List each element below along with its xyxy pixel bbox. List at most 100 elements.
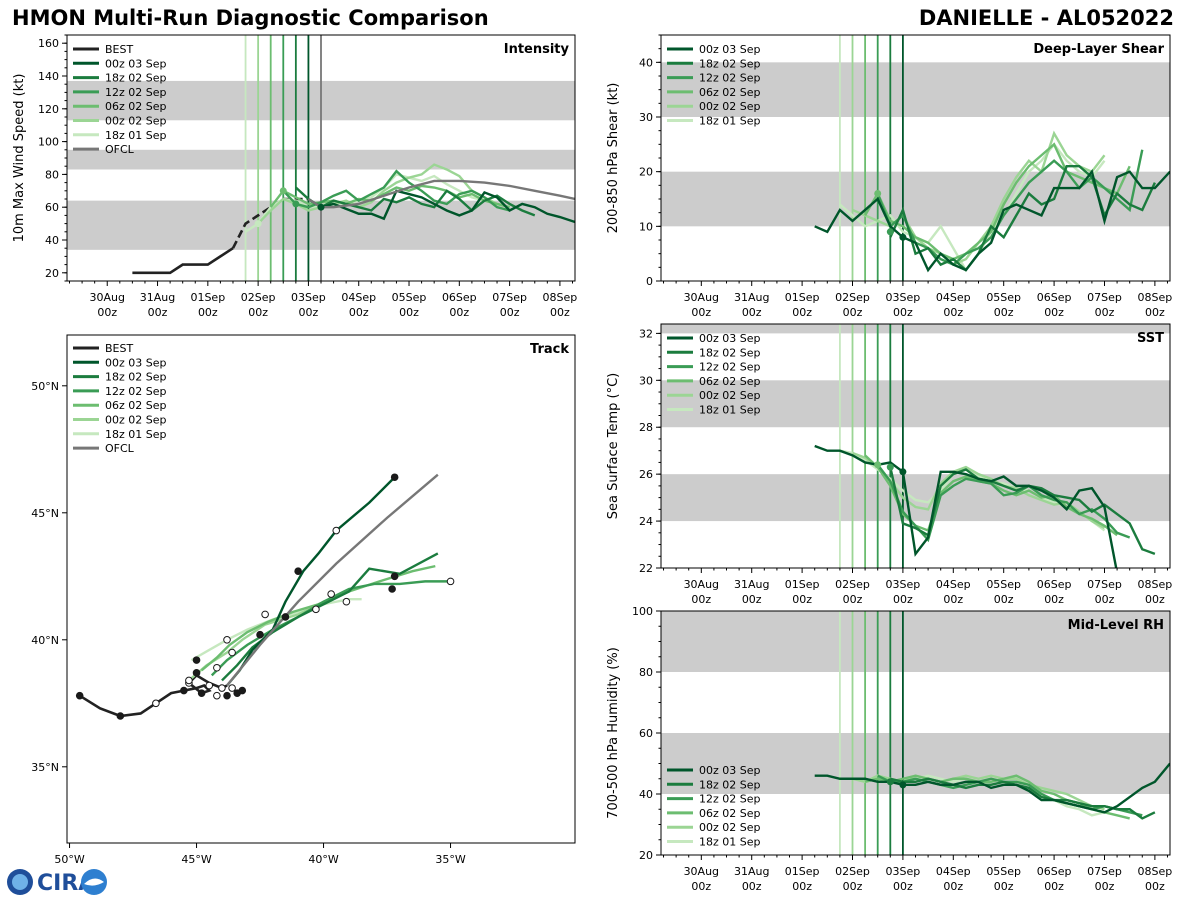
y-tick-label: 40	[639, 56, 653, 69]
x-tick-label: 08Sep	[1138, 291, 1173, 304]
data-point	[886, 228, 894, 236]
x-tick-label: 00z	[299, 306, 319, 319]
x-tick-label: 00z	[1095, 880, 1115, 893]
logo-globe-inner-icon	[12, 874, 28, 890]
y-tick-label: 20	[639, 166, 653, 179]
data-point	[254, 220, 262, 228]
shear-panel: 0 10 20 30 40 30Aug 00z 31Aug 00z 01Sep 00z 02Sep 00…	[606, 34, 1173, 319]
legend-label: 06z 02 Sep	[699, 807, 761, 820]
track-point	[223, 691, 231, 700]
shade-band	[661, 324, 1170, 334]
x-tick-label: 50°W	[54, 853, 84, 866]
legend-label: 18z 02 Sep	[699, 57, 761, 70]
x-tick-label: 08Sep	[543, 291, 578, 304]
track-point	[228, 648, 236, 657]
rh-plot-area	[661, 611, 1170, 855]
x-tick-label: 00z	[399, 306, 419, 319]
x-tick-label: 00z	[893, 593, 913, 606]
x-tick-label: 03Sep	[886, 291, 921, 304]
legend-label: 00z 02 Sep	[699, 821, 761, 834]
legend-label: 12z 02 Sep	[699, 793, 761, 806]
track-point	[327, 590, 335, 598]
x-tick-label: 05Sep	[986, 578, 1021, 591]
y-tick-label: 30	[639, 374, 653, 387]
legend-label: BEST	[105, 43, 133, 56]
y-tick-label: 28	[639, 421, 653, 434]
x-tick-label: 00z	[449, 306, 469, 319]
y-tick-label: 45°N	[31, 507, 59, 520]
page-title: HMON Multi-Run Diagnostic Comparison	[12, 6, 489, 30]
x-tick-label: 00z	[1145, 880, 1165, 893]
y-tick-label: 100	[38, 136, 59, 149]
legend-label: 00z 03 Sep	[105, 57, 167, 70]
y-tick-label: 80	[639, 666, 653, 679]
y-tick-label: 160	[38, 37, 59, 50]
legend-label: 06z 02 Sep	[105, 399, 167, 412]
x-tick-label: 35°W	[435, 853, 465, 866]
shade-band	[661, 474, 1170, 522]
x-tick-label: 00z	[1044, 306, 1064, 319]
track-point	[256, 630, 264, 639]
legend-label: 00z 03 Sep	[105, 356, 167, 369]
track-point	[390, 572, 399, 581]
legend-label: 18z 02 Sep	[105, 371, 167, 384]
legend-label: 12z 02 Sep	[105, 86, 167, 99]
legend-label: 12z 02 Sep	[105, 385, 167, 398]
y-tick-label: 60	[639, 727, 653, 740]
shade-band	[661, 62, 1170, 117]
x-tick-label: 00z	[1044, 880, 1064, 893]
data-point	[899, 468, 907, 476]
sst-plot-area	[661, 324, 1170, 568]
y-tick-label: 26	[639, 468, 653, 481]
x-tick-label: 06Sep	[442, 291, 477, 304]
track-point	[116, 712, 125, 720]
x-tick-label: 00z	[943, 593, 963, 606]
y-tick-label: 40°N	[31, 634, 59, 647]
series-line-00z-03-Sep	[307, 189, 575, 224]
series-line-BEST	[231, 197, 309, 249]
track-point	[332, 526, 341, 535]
data-point	[279, 187, 287, 195]
track-line-18z-02-Sep	[221, 552, 439, 682]
x-tick-label: 00z	[1145, 306, 1165, 319]
legend-label: 00z 02 Sep	[105, 414, 167, 427]
y-axis-label: 700-500 hPa Humidity (%)	[606, 647, 621, 819]
legend-label: 00z 02 Sep	[699, 389, 761, 402]
x-tick-label: 01Sep	[190, 291, 225, 304]
series-line-06z-02-Sep	[269, 184, 510, 209]
data-point	[317, 203, 325, 211]
x-tick-label: 06Sep	[1037, 578, 1072, 591]
legend-label: 00z 03 Sep	[699, 764, 761, 777]
x-tick-label: 03Sep	[291, 291, 326, 304]
x-tick-label: 01Sep	[785, 865, 820, 878]
x-tick-label: 08Sep	[1138, 578, 1173, 591]
x-tick-label: 00z	[742, 880, 762, 893]
x-tick-label: 06Sep	[1037, 291, 1072, 304]
y-tick-label: 0	[646, 275, 653, 288]
x-tick-label: 00z	[893, 306, 913, 319]
legend-label: 00z 02 Sep	[699, 100, 761, 113]
data-point	[874, 461, 882, 469]
legend-label: 18z 02 Sep	[105, 72, 167, 85]
y-tick-label: 40	[45, 234, 59, 247]
x-tick-label: 00z	[893, 880, 913, 893]
track-point	[342, 597, 351, 606]
y-tick-label: 120	[38, 103, 59, 116]
track-line-BEST	[79, 673, 228, 718]
y-tick-label: 24	[639, 515, 653, 528]
y-axis-label: 200-850 hPa Shear (kt)	[606, 83, 621, 234]
x-tick-label: 02Sep	[835, 291, 870, 304]
x-tick-label: 00z	[943, 880, 963, 893]
legend-label: 18z 02 Sep	[699, 778, 761, 791]
x-tick-label: 30Aug	[89, 291, 124, 304]
x-tick-label: 07Sep	[492, 291, 527, 304]
track-point	[192, 656, 201, 664]
y-axis-label: Sea Surface Temp (°C)	[606, 373, 621, 520]
track-point	[223, 636, 231, 644]
data-point	[899, 233, 907, 241]
x-tick-label: 04Sep	[936, 578, 971, 591]
x-tick-label: 08Sep	[1138, 865, 1173, 878]
